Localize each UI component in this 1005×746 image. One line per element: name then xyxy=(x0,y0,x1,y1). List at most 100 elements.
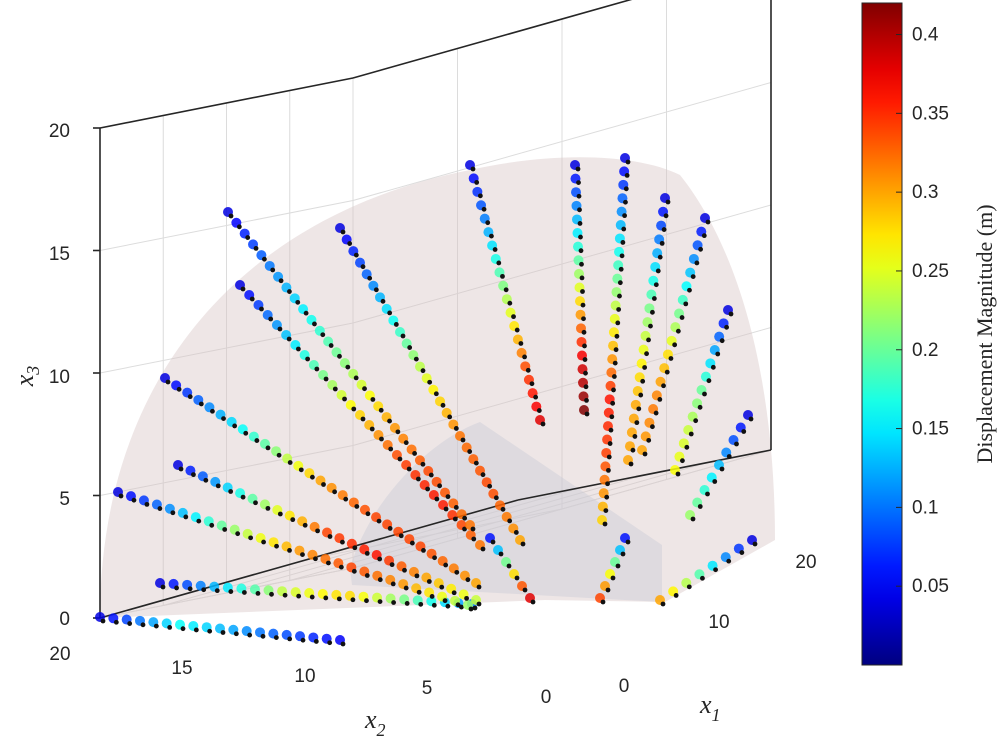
colorbar-tick-label: 0.3 xyxy=(912,182,938,203)
data-marker xyxy=(228,589,234,594)
data-marker xyxy=(131,497,137,503)
data-marker xyxy=(576,193,582,199)
data-marker xyxy=(712,479,718,484)
data-marker xyxy=(228,213,234,219)
colorbar-tick-label: 0.15 xyxy=(912,419,949,440)
data-marker xyxy=(471,536,477,542)
data-marker xyxy=(380,298,386,304)
data-marker xyxy=(536,408,542,413)
data-marker xyxy=(514,327,520,333)
data-marker xyxy=(659,240,665,246)
data-marker xyxy=(650,309,655,315)
data-marker xyxy=(387,526,393,531)
data-marker xyxy=(323,376,329,382)
data-marker xyxy=(277,326,283,332)
data-marker xyxy=(700,575,705,581)
data-marker xyxy=(520,541,526,547)
data-marker xyxy=(701,233,707,239)
data-marker xyxy=(514,575,520,581)
data-marker xyxy=(439,584,445,590)
data-marker xyxy=(465,577,471,583)
data-marker xyxy=(496,260,502,266)
data-marker xyxy=(118,493,124,499)
data-marker xyxy=(500,273,505,279)
data-marker xyxy=(467,449,473,454)
data-marker xyxy=(387,418,392,424)
data-marker xyxy=(522,354,527,360)
data-marker xyxy=(228,489,234,494)
data-marker xyxy=(657,254,663,260)
data-marker xyxy=(487,483,493,489)
x2-tick: 20 xyxy=(49,644,70,665)
data-marker xyxy=(274,543,279,549)
data-marker xyxy=(351,406,357,412)
data-marker xyxy=(706,378,712,384)
data-marker xyxy=(454,569,460,575)
data-marker xyxy=(726,454,732,459)
data-marker xyxy=(513,530,519,535)
data-marker xyxy=(389,562,395,568)
data-marker xyxy=(100,618,106,624)
data-marker xyxy=(326,560,331,566)
data-marker xyxy=(253,500,258,506)
data-marker xyxy=(576,180,581,186)
data-marker xyxy=(176,386,182,392)
data-marker xyxy=(529,381,535,387)
data-marker xyxy=(702,391,707,397)
data-marker xyxy=(602,521,608,527)
data-marker xyxy=(485,220,491,226)
data-marker xyxy=(167,624,173,630)
data-marker xyxy=(376,518,382,524)
data-marker xyxy=(540,421,546,427)
data-marker xyxy=(507,518,513,524)
data-marker xyxy=(603,508,609,513)
data-marker xyxy=(412,451,417,456)
data-marker xyxy=(407,345,413,350)
data-marker xyxy=(337,353,342,359)
data-marker xyxy=(421,547,426,553)
data-marker xyxy=(265,445,271,451)
data-marker xyxy=(343,496,349,502)
data-marker xyxy=(403,585,409,591)
data-marker xyxy=(577,221,583,226)
data-marker xyxy=(373,287,379,293)
data-marker xyxy=(353,375,359,381)
data-marker xyxy=(351,568,357,574)
data-marker xyxy=(388,446,394,452)
data-marker xyxy=(360,416,366,422)
data-marker xyxy=(525,367,531,373)
data-marker xyxy=(309,594,315,600)
data-marker xyxy=(347,241,353,246)
data-marker xyxy=(646,337,651,343)
data-marker xyxy=(697,404,703,410)
data-marker xyxy=(610,575,616,581)
data-marker xyxy=(452,516,458,522)
data-marker xyxy=(653,410,659,416)
data-marker xyxy=(511,314,516,320)
data-marker xyxy=(354,504,360,509)
data-marker xyxy=(340,229,346,235)
data-marker xyxy=(305,356,311,362)
data-marker xyxy=(618,266,624,272)
data-marker xyxy=(628,461,634,467)
data-marker xyxy=(443,562,449,568)
data-marker xyxy=(320,332,326,338)
x3-tick: 0 xyxy=(59,609,70,630)
data-marker xyxy=(196,518,202,524)
data-marker xyxy=(309,474,315,480)
data-marker xyxy=(403,440,409,446)
data-marker xyxy=(472,605,478,611)
data-marker xyxy=(270,267,276,273)
data-marker xyxy=(174,585,179,591)
x2-tick: 0 xyxy=(541,687,552,708)
data-marker xyxy=(296,593,302,599)
data-marker xyxy=(606,467,611,473)
data-marker xyxy=(623,199,628,205)
data-marker xyxy=(615,563,621,569)
grid-line xyxy=(308,508,563,560)
data-marker xyxy=(416,589,422,595)
grid-line xyxy=(99,567,354,619)
data-marker xyxy=(113,619,119,625)
x1-tick: 10 xyxy=(708,612,729,633)
data-marker xyxy=(719,466,725,472)
